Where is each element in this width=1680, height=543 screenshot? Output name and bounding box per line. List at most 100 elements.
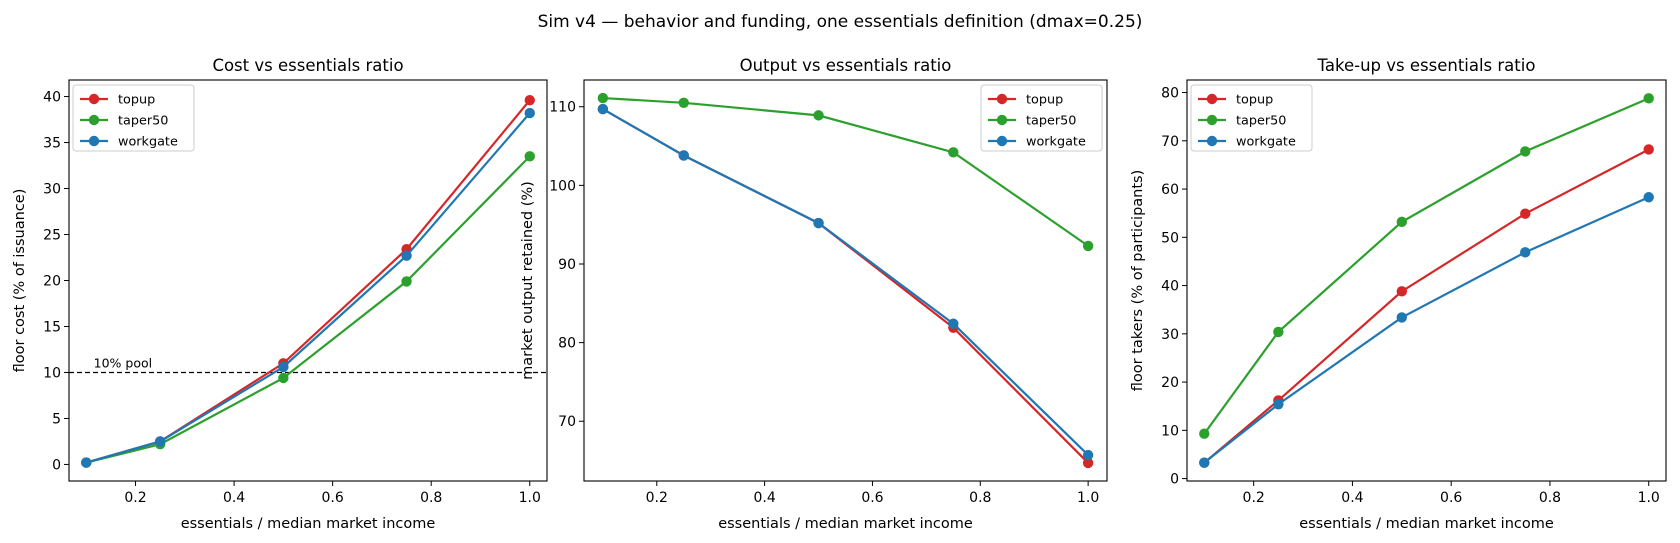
legend: topup taper50 workgate: [72, 84, 195, 152]
data-point-taper50: [1273, 326, 1284, 338]
legend-swatch-marker: [88, 93, 100, 105]
x-tick-label: 0.6: [861, 490, 883, 506]
chart-panel-3: Take-up vs essentials ratio 0.2 0.4 0.6 0.8 1…: [1130, 56, 1667, 532]
legend-label: workgate: [118, 135, 178, 150]
legend-label: taper50: [1026, 114, 1076, 129]
y-axis-label: floor takers (% of participants): [1130, 170, 1146, 392]
legend-swatch-marker: [88, 114, 100, 126]
data-point-workgate: [1643, 192, 1654, 203]
y-tick-label: 5: [52, 411, 61, 427]
x-axis-label: essentials / median market income: [718, 516, 973, 532]
data-point-taper50: [948, 147, 959, 158]
data-point-topup: [1520, 208, 1531, 219]
y-tick-label: 10: [43, 365, 61, 381]
x-tick-label: 0.4: [1341, 490, 1363, 506]
data-point-workgate: [1199, 457, 1210, 468]
data-point-workgate: [278, 361, 289, 373]
legend-swatch-marker: [1206, 114, 1218, 126]
data-point-workgate: [1273, 399, 1284, 410]
data-point-taper50: [278, 372, 289, 384]
legend-label: workgate: [1026, 135, 1086, 150]
y-axis-label: floor cost (% of issuance): [12, 189, 28, 373]
x-axis-label: essentials / median market income: [181, 516, 436, 532]
chart-title: Take-up vs essentials ratio: [1317, 56, 1536, 75]
legend-swatch-marker: [1206, 93, 1218, 105]
legend-swatch-marker: [1206, 135, 1218, 147]
x-tick-label: 0.8: [420, 490, 442, 506]
data-point-taper50: [1082, 240, 1094, 252]
x-tick-label: 0.8: [1539, 490, 1561, 506]
chart-title: Output vs essentials ratio: [740, 56, 952, 75]
data-point-topup: [1643, 144, 1654, 155]
y-tick-label: 40: [1161, 279, 1179, 295]
y-tick-label: 100: [549, 178, 576, 194]
data-point-taper50: [1199, 428, 1210, 439]
data-point-taper50: [678, 97, 689, 109]
y-tick-label: 30: [1161, 327, 1179, 343]
data-point-taper50: [813, 110, 824, 121]
legend-label: taper50: [118, 114, 168, 129]
x-tick-label: 0.4: [753, 490, 775, 506]
y-tick-label: 50: [1161, 230, 1179, 246]
data-point-workgate: [948, 318, 959, 329]
y-tick-label: 60: [1161, 182, 1179, 198]
legend-box: [1190, 84, 1313, 152]
series-line-topup: [1203, 148, 1650, 464]
chart-title: Cost vs essentials ratio: [212, 56, 403, 75]
chart-panel-1: Cost vs essentials ratio 0.2 0.4 0.6 0.8 1.0 0…: [12, 56, 548, 532]
data-point-workgate: [678, 150, 689, 161]
data-point-workgate: [81, 457, 92, 468]
y-tick-label: 90: [558, 257, 576, 273]
data-point-taper50: [1520, 146, 1531, 157]
x-tick-label: 1.0: [1077, 490, 1099, 506]
y-tick-label: 30: [43, 182, 61, 198]
legend-swatch-marker: [88, 135, 100, 147]
series-line-topup: [602, 108, 1089, 464]
plot-frame: [1186, 79, 1667, 482]
data-point-taper50: [524, 151, 535, 162]
legend: topup taper50 workgate: [1190, 84, 1313, 152]
x-tick-label: 1.0: [519, 490, 541, 506]
reference-line-label: 10% pool: [94, 355, 152, 370]
data-point-workgate: [813, 217, 824, 229]
data-point-topup: [1082, 457, 1094, 469]
x-tick-label: 0.2: [646, 490, 668, 506]
figure-suptitle: Sim v4 — behavior and funding, one essen…: [538, 12, 1143, 32]
y-tick-label: 70: [558, 414, 576, 430]
data-point-workgate: [1082, 449, 1094, 461]
x-tick-label: 0.4: [223, 490, 245, 506]
series-line-taper50: [85, 155, 531, 464]
chart-panel-2: Output vs essentials ratio 0.2 0.4 0.6 0.8 1.…: [520, 56, 1108, 532]
x-tick-label: 0.2: [124, 490, 146, 506]
legend: topup taper50 workgate: [980, 84, 1103, 152]
series-line-workgate: [85, 112, 531, 464]
legend-label: workgate: [1236, 135, 1296, 150]
y-tick-label: 70: [1161, 134, 1179, 150]
data-point-workgate: [1396, 312, 1408, 323]
data-point-workgate: [154, 436, 166, 447]
y-tick-label: 40: [43, 90, 61, 106]
data-point-workgate: [597, 103, 609, 115]
y-axis-label: market output retained (%): [520, 181, 536, 380]
legend-box: [980, 84, 1103, 152]
legend-swatch-marker: [996, 135, 1008, 147]
y-tick-label: 10: [1161, 423, 1179, 439]
legend-box: [72, 84, 195, 152]
y-tick-label: 80: [558, 336, 576, 352]
x-tick-label: 0.6: [322, 490, 344, 506]
data-point-workgate: [524, 107, 535, 119]
data-point-taper50: [597, 92, 609, 104]
series-line-topup: [85, 99, 531, 464]
data-point-topup: [524, 95, 535, 106]
plot-frame: [68, 79, 548, 482]
legend-label: topup: [118, 93, 155, 108]
x-tick-label: 0.6: [1440, 490, 1462, 506]
x-tick-label: 0.8: [969, 490, 991, 506]
y-tick-label: 0: [52, 457, 61, 473]
y-tick-label: 80: [1161, 86, 1179, 102]
x-tick-label: 0.2: [1243, 490, 1265, 506]
data-point-workgate: [1520, 247, 1531, 258]
legend-label: taper50: [1236, 114, 1286, 129]
data-point-taper50: [1643, 93, 1654, 104]
